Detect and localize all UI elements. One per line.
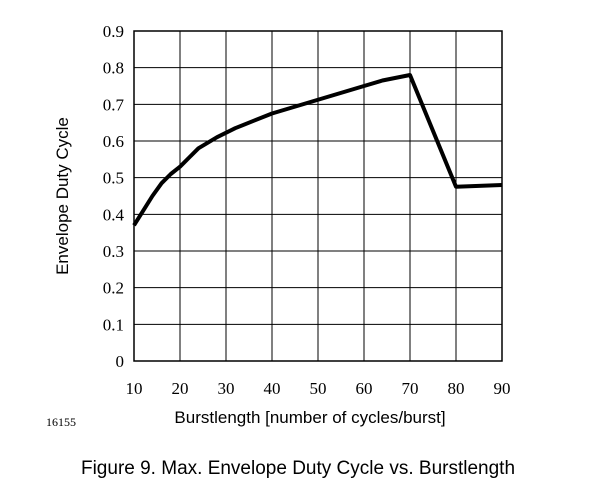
x-tick-labels: 10 20 30 40 50 60 70 80 90 bbox=[126, 379, 511, 398]
y-tick-label: 0.7 bbox=[103, 95, 125, 114]
figure-id: 16155 bbox=[46, 415, 76, 429]
y-tick-labels: 0 0.1 0.2 0.3 0.4 0.5 0.6 0.7 0.8 0.9 bbox=[103, 22, 125, 371]
x-tick-label: 80 bbox=[448, 379, 465, 398]
series-line bbox=[132, 73, 503, 227]
x-tick-label: 50 bbox=[310, 379, 327, 398]
y-tick-label: 0.8 bbox=[103, 59, 124, 78]
x-tick-label: 10 bbox=[126, 379, 143, 398]
x-tick-label: 30 bbox=[218, 379, 235, 398]
x-tick-label: 20 bbox=[172, 379, 189, 398]
y-tick-label: 0.4 bbox=[103, 205, 125, 224]
y-tick-label: 0 bbox=[116, 352, 125, 371]
x-tick-label: 90 bbox=[494, 379, 511, 398]
y-tick-label: 0.6 bbox=[103, 132, 124, 151]
y-tick-label: 0.9 bbox=[103, 22, 124, 41]
x-tick-label: 40 bbox=[264, 379, 281, 398]
y-tick-label: 0.3 bbox=[103, 242, 124, 261]
plot-area-frame bbox=[133, 30, 503, 362]
y-tick-label: 0.5 bbox=[103, 169, 124, 188]
x-axis-label: Burstlength [number of cycles/burst] bbox=[174, 408, 445, 427]
x-tick-label: 70 bbox=[402, 379, 419, 398]
grid-lines bbox=[133, 30, 503, 362]
x-tick-label: 60 bbox=[356, 379, 373, 398]
y-tick-label: 0.2 bbox=[103, 279, 124, 298]
y-axis-label: Envelope Duty Cycle bbox=[53, 117, 72, 275]
y-tick-label: 0.1 bbox=[103, 315, 124, 334]
figure-caption: Figure 9. Max. Envelope Duty Cycle vs. B… bbox=[81, 458, 515, 479]
